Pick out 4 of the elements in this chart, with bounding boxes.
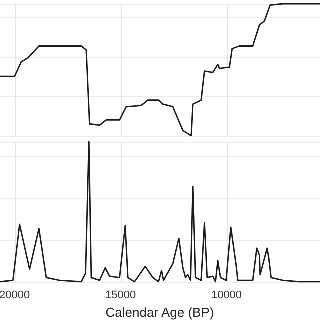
x-tick-label: 10000: [211, 290, 242, 302]
x-axis-title: Calendar Age (BP): [106, 305, 214, 320]
x-tick-label: 15000: [106, 290, 136, 302]
x-tick-label: 20000: [0, 290, 30, 302]
